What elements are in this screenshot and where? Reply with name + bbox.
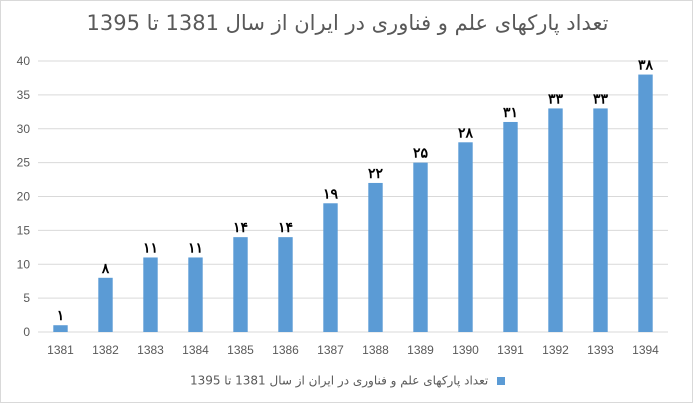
bar bbox=[458, 142, 473, 332]
data-label: ۱۴ bbox=[278, 219, 293, 235]
x-tick-label: 1385 bbox=[227, 343, 254, 357]
x-tick-label: 1393 bbox=[587, 343, 614, 357]
x-tick-label: 1381 bbox=[47, 343, 74, 357]
x-tick-label: 1386 bbox=[272, 343, 299, 357]
data-label: ۱ bbox=[57, 307, 65, 323]
data-label: ۳۳ bbox=[593, 90, 609, 106]
x-tick-label: 1383 bbox=[137, 343, 164, 357]
data-label: ۱۹ bbox=[323, 185, 339, 201]
y-tick-label: 25 bbox=[17, 156, 31, 170]
bar bbox=[143, 257, 158, 332]
data-label: ۱۴ bbox=[233, 219, 248, 235]
bar bbox=[188, 257, 203, 332]
y-tick-label: 10 bbox=[17, 257, 31, 271]
x-tick-label: 1387 bbox=[317, 343, 344, 357]
bar bbox=[98, 277, 113, 332]
data-label: ۲۵ bbox=[413, 145, 429, 161]
x-tick-label: 1394 bbox=[632, 343, 659, 357]
x-tick-label: 1391 bbox=[497, 343, 524, 357]
y-tick-label: 20 bbox=[17, 190, 31, 204]
x-tick-label: 1388 bbox=[362, 343, 389, 357]
x-tick-label: 1390 bbox=[452, 343, 479, 357]
data-label: ۸ bbox=[101, 260, 110, 276]
bar bbox=[323, 203, 338, 332]
bar bbox=[53, 325, 68, 332]
y-tick-label: 5 bbox=[23, 291, 30, 305]
x-tick-label: 1384 bbox=[182, 343, 209, 357]
bar bbox=[278, 237, 293, 332]
bar bbox=[233, 237, 248, 332]
legend: تعداد پارکهای علم و فناوری در ایران از س… bbox=[1, 373, 693, 388]
legend-swatch bbox=[497, 376, 506, 385]
data-label: ۳۸ bbox=[638, 57, 654, 73]
chart-title: تعداد پارکهای علم و فناوری در ایران از س… bbox=[86, 11, 609, 35]
legend-label: تعداد پارکهای علم و فناوری در ایران از س… bbox=[189, 373, 489, 388]
data-label: ۱۱ bbox=[188, 239, 203, 255]
bar bbox=[593, 108, 608, 332]
bar bbox=[503, 121, 518, 332]
y-tick-label: 30 bbox=[17, 122, 31, 136]
bar bbox=[548, 108, 563, 332]
y-tick-label: 0 bbox=[23, 325, 30, 339]
data-label: ۳۳ bbox=[548, 90, 564, 106]
y-tick-label: 15 bbox=[17, 223, 31, 237]
bar bbox=[638, 74, 653, 333]
bar bbox=[413, 162, 428, 332]
y-tick-label: 40 bbox=[17, 54, 31, 68]
x-tick-label: 1392 bbox=[542, 343, 569, 357]
data-label: ۳۱ bbox=[503, 104, 518, 120]
x-tick-label: 1382 bbox=[92, 343, 119, 357]
data-label: ۲۲ bbox=[368, 165, 384, 181]
x-tick-label: 1389 bbox=[407, 343, 434, 357]
data-label: ۱۱ bbox=[143, 239, 158, 255]
data-label: ۲۸ bbox=[458, 124, 474, 140]
y-tick-label: 35 bbox=[17, 88, 31, 102]
bar bbox=[368, 182, 383, 332]
